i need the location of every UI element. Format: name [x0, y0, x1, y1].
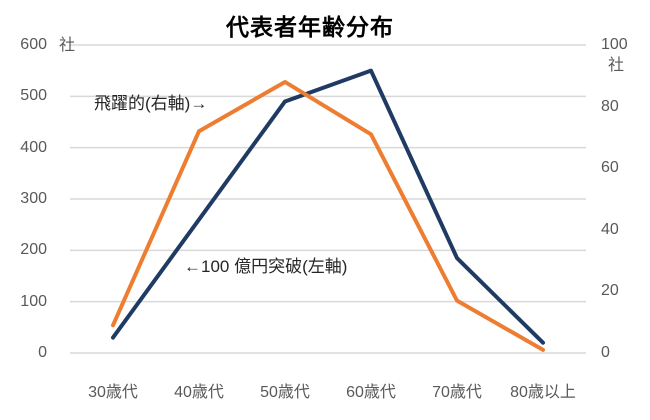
left-axis-tick: 600 — [20, 36, 47, 53]
left-axis-tick: 400 — [20, 138, 47, 156]
annotation-right-series: 飛躍的(右軸)→ — [94, 94, 208, 113]
x-axis-category-label: 80歳以上 — [510, 384, 576, 401]
right-axis-tick: 80 — [601, 97, 619, 115]
chart-title: 代表者年齢分布 — [226, 14, 394, 40]
x-axis-category-label: 50歳代 — [260, 384, 310, 401]
x-axis-category-label: 60歳代 — [346, 384, 396, 401]
right-axis-tick: 100 — [601, 36, 628, 53]
left-axis-tick: 500 — [20, 87, 47, 105]
left-axis-tick: 100 — [20, 292, 47, 310]
left-axis-tick: 200 — [20, 241, 47, 259]
series-line-right-axis — [111, 79, 545, 352]
right-axis-tick: 20 — [601, 282, 619, 300]
right-axis-unit-label: 社 — [608, 57, 625, 74]
right-axis-tick: 60 — [601, 159, 619, 177]
left-axis-unit-label: 社 — [59, 37, 76, 54]
series-line-left-axis — [111, 68, 545, 345]
right-axis-tick: 0 — [601, 344, 610, 361]
x-axis-category-label: 40歳代 — [174, 384, 224, 401]
left-axis-tick: 300 — [20, 190, 47, 207]
x-axis-category-label: 70歳代 — [432, 384, 482, 401]
x-axis-category-label: 30歳代 — [88, 384, 138, 401]
right-axis-tick: 40 — [601, 220, 619, 238]
left-axis-tick: 0 — [38, 344, 47, 361]
annotation-left-series: ←100 億円突破(左軸) — [184, 257, 348, 276]
